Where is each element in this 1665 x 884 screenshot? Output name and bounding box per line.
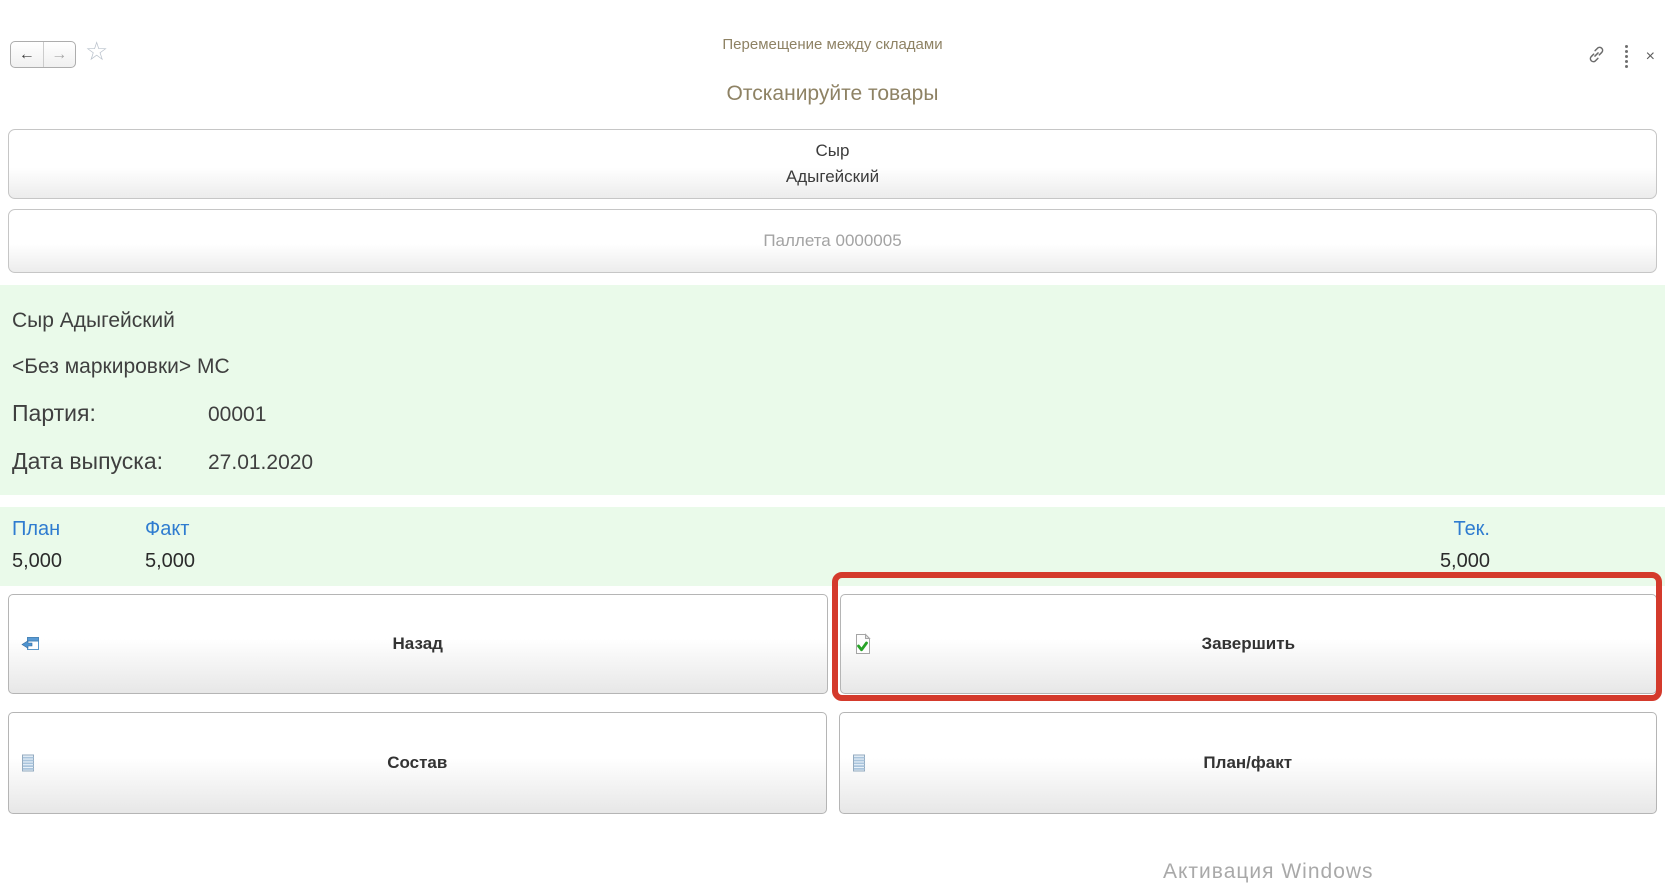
product-info-panel: Сыр Адыгейский <Без маркировки> МС Парти…	[0, 285, 1665, 495]
list-icon	[21, 754, 35, 773]
batch-value: 00001	[208, 403, 267, 426]
quantities-panel: План Факт Тек. 5,000 5,000 5,000	[0, 507, 1665, 586]
pallet-input-card[interactable]	[8, 209, 1657, 273]
window-title: Перемещение между складами	[722, 36, 943, 53]
finish-button-wrapper: Завершить	[831, 572, 1662, 701]
composition-button-label: Состав	[387, 753, 448, 772]
more-menu-icon[interactable]	[1623, 43, 1630, 70]
release-date-value: 27.01.2020	[208, 451, 314, 474]
product-marking: <Без маркировки> МС	[12, 355, 230, 378]
document-check-icon	[853, 633, 872, 655]
plan-fact-button-label: План/факт	[1203, 753, 1293, 772]
pallet-input[interactable]	[9, 230, 1656, 252]
plan-value: 5,000	[12, 550, 63, 572]
batch-label: Партия:	[12, 400, 96, 426]
product-card-line1: Сыр	[815, 141, 850, 160]
windows-activation-watermark: Активация Windows	[1163, 860, 1374, 883]
back-arrow-icon: ←	[18, 45, 35, 63]
back-button[interactable]: Назад	[8, 594, 828, 694]
release-date-line: Дата выпуска: 27.01.2020	[12, 438, 1653, 486]
product-name: Сыр Адыгейский	[12, 309, 175, 332]
list-icon	[852, 754, 866, 773]
window-toolbar: ← → ☆ ×	[0, 36, 1665, 70]
back-button-label: Назад	[392, 634, 443, 653]
composition-button[interactable]: Состав	[8, 712, 827, 814]
scan-prompt: Отсканируйте товары	[726, 82, 939, 105]
current-value: 5,000	[1439, 550, 1490, 572]
history-nav-group: ← →	[10, 41, 76, 68]
back-window-icon	[21, 634, 41, 654]
forward-arrow-icon: →	[51, 45, 68, 63]
favorite-star-icon[interactable]: ☆	[85, 36, 109, 66]
product-card[interactable]: Сыр Адыгейский	[8, 129, 1657, 199]
link-icon[interactable]	[1586, 44, 1607, 70]
finish-button-label: Завершить	[1201, 634, 1296, 653]
fact-value: 5,000	[145, 550, 196, 572]
current-header: Тек.	[1453, 518, 1490, 540]
release-date-label: Дата выпуска:	[12, 448, 164, 474]
nav-back-button[interactable]: ←	[11, 42, 44, 67]
batch-line: Партия: 00001	[12, 390, 1653, 438]
nav-forward-button[interactable]: →	[44, 42, 76, 67]
product-card-line2: Адыгейский	[785, 167, 880, 186]
button-grid: Назад Завершить	[8, 572, 1662, 814]
plan-fact-button[interactable]: План/факт	[838, 712, 1657, 814]
plan-header: План	[12, 518, 61, 540]
finish-button[interactable]: Завершить	[839, 594, 1657, 694]
close-icon[interactable]: ×	[1645, 47, 1655, 65]
fact-header: Факт	[145, 518, 190, 540]
